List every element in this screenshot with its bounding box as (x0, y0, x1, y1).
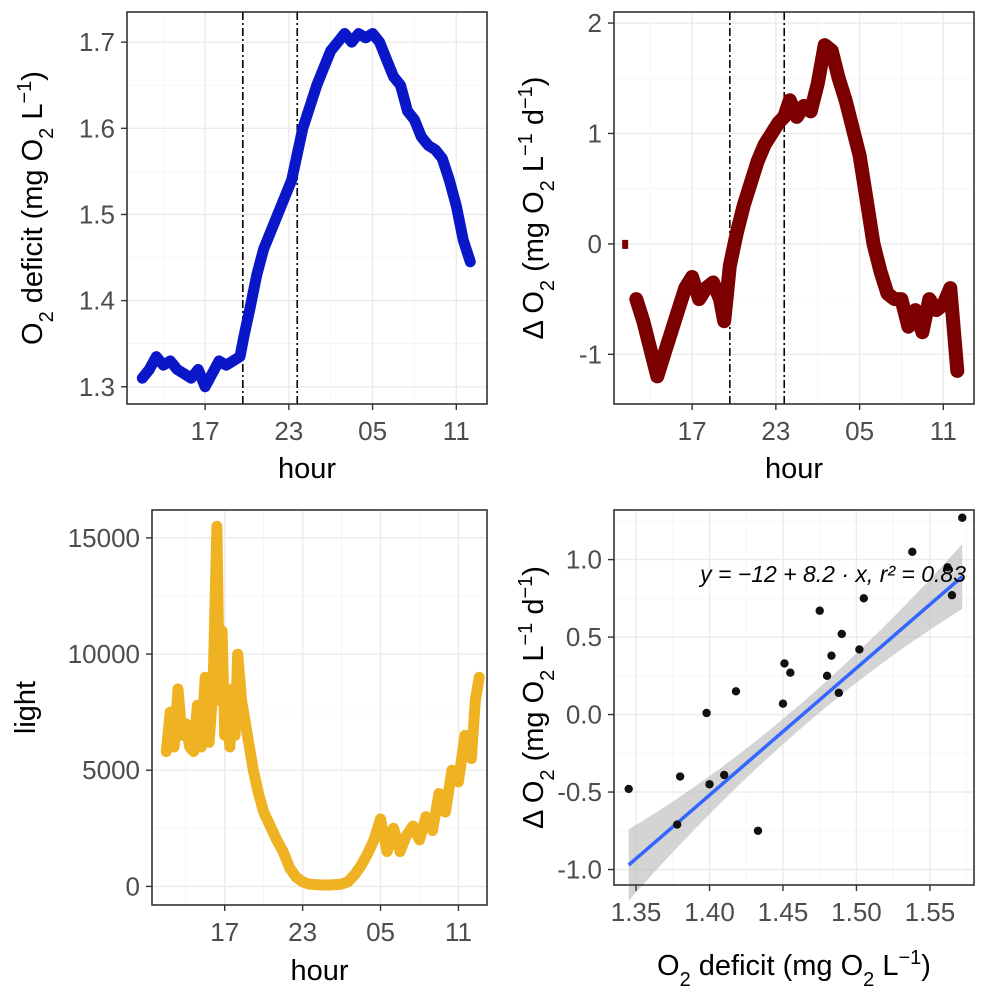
y-tick-label: 1.4 (79, 286, 115, 316)
y-tick-label: 1.7 (79, 27, 115, 57)
data-point (815, 606, 824, 615)
y-axis-title: Δ O2 (mg O2 L−1 d−1) (515, 566, 559, 829)
data-point (780, 659, 789, 668)
data-point (908, 547, 917, 557)
y-tick-label: 0.0 (566, 700, 602, 730)
x-tick-label: 11 (443, 416, 470, 446)
y-tick-label: -1 (579, 339, 602, 369)
x-tick-label: 17 (678, 416, 707, 446)
deficit-panel: 17 23 05 11 1.3 1.4 1.5 1.6 1.7 hour O2 deficit (m… (14, 11, 488, 485)
y-tick-label: 5000 (82, 755, 140, 785)
regression-equation: y = −12 + 8.2 · x, r² = 0.83 (698, 561, 966, 587)
data-point (943, 563, 952, 572)
x-tick-label: 1.35 (611, 897, 662, 927)
data-point (702, 708, 711, 718)
data-point (855, 645, 864, 654)
data-point (624, 784, 633, 794)
y-tick-label: 1.0 (566, 545, 602, 575)
x-tick-label: 17 (210, 917, 239, 947)
y-tick-label: -1.0 (557, 855, 602, 885)
x-tick-label: 05 (358, 416, 387, 446)
data-point (834, 688, 844, 698)
data-point (672, 820, 682, 829)
panel-frame (151, 509, 488, 906)
x-tick-label: 23 (274, 416, 303, 446)
data-point (947, 591, 957, 600)
data-point (675, 772, 685, 781)
data-point (778, 699, 788, 708)
x-tick-label: 1.50 (831, 897, 882, 927)
x-axis-title: O2 deficit (mg O2 L−1) (657, 947, 931, 991)
x-axis-title: hour (278, 453, 336, 485)
panel-frame (126, 11, 488, 405)
x-axis-title: hour (290, 955, 348, 987)
x-tick-label: 05 (845, 416, 874, 446)
data-point (705, 780, 714, 789)
x-tick-label: 17 (191, 416, 220, 446)
panel-frame (613, 509, 975, 886)
x-tick-label: 11 (445, 917, 472, 947)
y-tick-label: 1 (588, 118, 602, 148)
series-line (160, 520, 485, 891)
x-tick-label: 05 (366, 917, 395, 947)
light-panel: 17 23 05 11 0 5000 10000 15000 hour light (10, 509, 488, 987)
x-tick-label: 1.45 (758, 897, 809, 927)
data-point (720, 770, 729, 780)
x-tick-label: 1.40 (684, 897, 735, 927)
y-tick-label: 15000 (68, 523, 140, 553)
y-tick-label: 0.5 (566, 622, 602, 652)
data-point (786, 668, 795, 677)
data-point (958, 513, 967, 522)
y-tick-label: 1.6 (79, 113, 115, 143)
delta-panel: 17 23 05 11 -1 0 1 2 hour Δ O2 (mg O2 L−1 d−1) (515, 8, 975, 485)
data-point (859, 594, 868, 603)
x-axis-title: hour (765, 453, 823, 485)
data-point (753, 826, 763, 835)
x-tick-label: 23 (288, 917, 317, 947)
y-tick-label: 10000 (68, 639, 140, 669)
data-point (837, 629, 846, 639)
series-line (629, 38, 965, 384)
fit-line (627, 575, 964, 867)
panel-frame (613, 11, 975, 405)
y-axis-title: O2 deficit (mg O2 L−1) (14, 71, 58, 345)
scatter-panel: y = −12 + 8.2 · x, r² = 0.83 1.35 1.40 1.45… (515, 509, 975, 991)
y-axis-title: Δ O2 (mg O2 L−1 d−1) (515, 77, 559, 340)
x-tick-label: 11 (930, 416, 957, 446)
x-tick-label: 23 (761, 416, 790, 446)
y-tick-label: -0.5 (557, 777, 602, 807)
y-tick-label: 1.5 (79, 199, 115, 229)
data-point (827, 651, 836, 660)
y-tick-label: 2 (588, 8, 602, 38)
y-tick-label: 1.3 (79, 372, 115, 402)
y-axis-title: light (10, 681, 42, 734)
data-point (731, 687, 741, 696)
outlier-point (622, 239, 629, 249)
y-tick-label: 0 (126, 871, 140, 901)
x-tick-label: 1.55 (905, 897, 956, 927)
y-tick-label: 0 (588, 229, 602, 259)
data-point (822, 671, 832, 681)
series-line (136, 28, 476, 393)
